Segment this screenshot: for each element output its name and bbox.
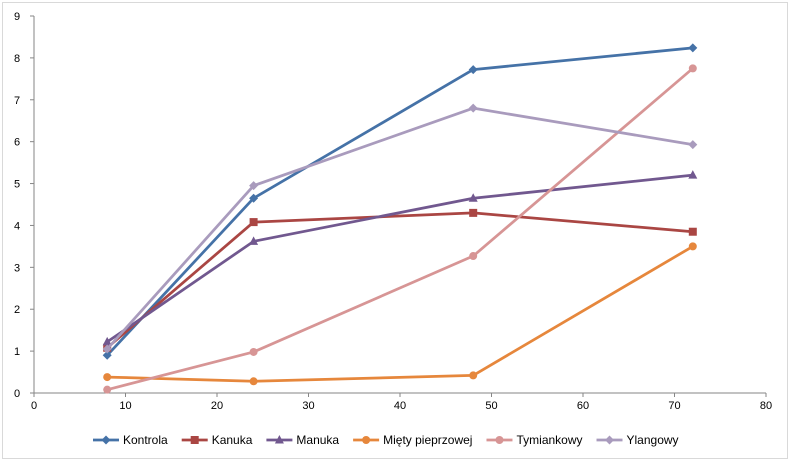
series-6 xyxy=(102,103,698,354)
legend-marker xyxy=(495,436,504,444)
data-point-marker xyxy=(249,181,259,191)
legend-label: Kontrola xyxy=(123,433,168,447)
y-tick-label: 0 xyxy=(14,388,20,400)
data-point-marker xyxy=(102,336,112,346)
legend-label: Tymiankowy xyxy=(516,433,582,447)
data-point-marker xyxy=(469,371,478,380)
legend-item: Kanuka xyxy=(181,433,253,447)
y-tick-label: 3 xyxy=(14,262,20,274)
data-point-marker xyxy=(249,236,259,245)
data-point-marker xyxy=(688,43,698,53)
data-point-marker xyxy=(468,193,478,202)
legend: Kontrola Kanuka Manuka Mięty pieprzowej Tymi… xyxy=(93,433,679,447)
series-4 xyxy=(103,242,697,386)
series-1 xyxy=(102,43,698,360)
line-chart: 0 1 2 3 4 5 6 7 8 9 0 10 20 30 40 50 60 70 80 Kontrola Kanu… xyxy=(14,11,772,447)
y-tick-label: 2 xyxy=(14,304,20,316)
legend-marker xyxy=(362,436,371,444)
series-5 xyxy=(103,64,697,394)
series-line xyxy=(106,46,693,357)
data-point-marker xyxy=(688,227,697,236)
legend-label: Ylangowy xyxy=(627,433,679,447)
series-line xyxy=(106,211,693,349)
legend-marker xyxy=(101,435,111,445)
series-3 xyxy=(102,170,698,346)
y-tick-label: 4 xyxy=(14,220,20,232)
chart-frame: 0 1 2 3 4 5 6 7 8 9 0 10 20 30 40 50 60 70 80 Kontrola Kanu… xyxy=(2,2,788,459)
legend-item: Ylangowy xyxy=(596,433,679,447)
y-tick-label: 5 xyxy=(14,179,20,191)
x-tick-label: 40 xyxy=(394,400,406,412)
data-point-marker xyxy=(469,252,478,261)
legend-marker xyxy=(605,435,615,445)
legend-label: Mięty pieprzowej xyxy=(383,433,472,447)
data-point-marker xyxy=(688,140,698,150)
data-point-marker xyxy=(249,377,258,386)
legend-item: Mięty pieprzowej xyxy=(353,433,472,447)
y-tick-label: 1 xyxy=(14,346,20,358)
legend-label: Manuka xyxy=(296,433,339,447)
legend-marker xyxy=(274,435,284,444)
x-tick-label: 60 xyxy=(577,400,589,412)
x-tick-label: 20 xyxy=(211,400,223,412)
y-tick-label: 6 xyxy=(14,137,20,149)
x-tick-label: 10 xyxy=(119,400,131,412)
y-tick-label: 8 xyxy=(14,53,20,65)
data-point-marker xyxy=(468,65,478,75)
data-point-marker xyxy=(103,373,112,382)
series-group xyxy=(102,43,698,394)
x-tick-label: 0 xyxy=(31,400,37,412)
series-line xyxy=(106,67,694,391)
x-tick-label: 70 xyxy=(668,400,680,412)
data-point-marker xyxy=(688,242,697,251)
series-2 xyxy=(103,208,697,352)
axes: 0 1 2 3 4 5 6 7 8 9 0 10 20 30 40 50 60 70 80 xyxy=(14,11,772,412)
data-point-marker xyxy=(468,103,478,113)
y-tick-label: 9 xyxy=(14,11,20,23)
data-point-marker xyxy=(688,64,697,73)
data-point-marker xyxy=(249,193,259,203)
x-tick-label: 50 xyxy=(485,400,497,412)
legend-item: Tymiankowy xyxy=(486,433,583,447)
data-point-marker xyxy=(103,385,112,394)
series-line xyxy=(106,106,694,350)
x-tick-label: 80 xyxy=(760,400,772,412)
series-line xyxy=(107,245,694,383)
series-line xyxy=(106,173,693,344)
legend-item: Manuka xyxy=(266,433,339,447)
y-tick-label: 7 xyxy=(14,95,20,107)
legend-label: Kanuka xyxy=(212,433,253,447)
x-tick-label: 30 xyxy=(302,400,314,412)
data-point-marker xyxy=(249,218,258,227)
legend-marker xyxy=(190,436,199,444)
data-point-marker xyxy=(102,350,112,360)
data-point-marker xyxy=(249,347,258,356)
data-point-marker xyxy=(102,344,112,354)
data-point-marker xyxy=(688,170,698,179)
data-point-marker xyxy=(469,208,478,217)
legend-item: Kontrola xyxy=(93,433,168,447)
